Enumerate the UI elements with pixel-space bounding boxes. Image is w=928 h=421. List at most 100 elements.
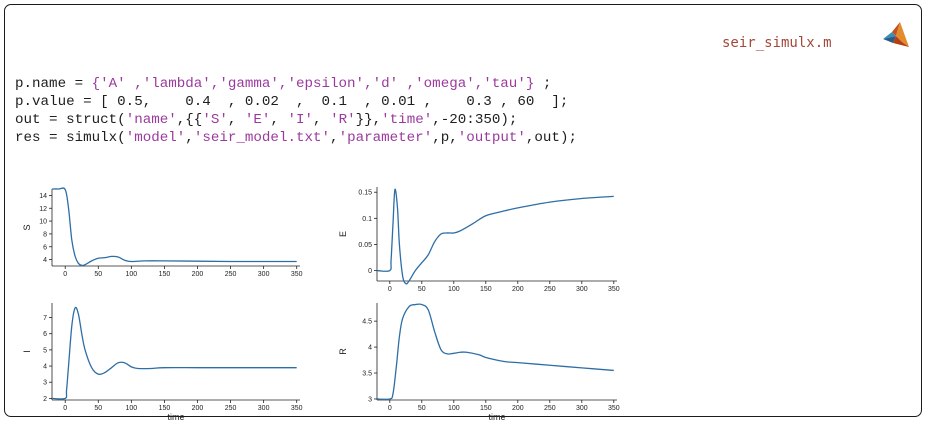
x-tick-label: 350 — [608, 286, 620, 293]
chart-s: 0 50 100 150 200 250 300 350 4 6 8 10 12 14 S — [22, 187, 303, 278]
x-tick-label: 0 — [388, 405, 392, 412]
x-axis-title: time — [488, 412, 505, 421]
x-tick-label: 350 — [291, 271, 303, 278]
code-line: p.name = {'A' ,'lambda','gamma','epsilon… — [15, 76, 551, 92]
series-line-R — [376, 303, 614, 400]
y-axis-title: S — [22, 224, 32, 230]
x-tick-label: 200 — [512, 405, 524, 412]
code-string: 'seir_model.txt' — [193, 130, 331, 146]
code-string: 'parameter' — [338, 130, 433, 146]
x-tick-label: 100 — [126, 271, 138, 278]
x-tick-label: 300 — [576, 286, 588, 293]
code-token: ,out); — [525, 130, 577, 146]
y-tick-label: 3 — [43, 380, 47, 387]
code-token: , — [313, 112, 331, 128]
code-string: 'name' — [125, 112, 177, 128]
y-tick-label: 2 — [43, 396, 47, 403]
y-axis-title: E — [338, 231, 348, 237]
y-tick-label: 0.05 — [358, 242, 372, 249]
code-token: }}, — [355, 112, 382, 128]
x-tick-label: 50 — [94, 405, 102, 412]
chart-e: 0 50 100 150 200 250 300 350 0 0.05 0.1 0.15 E — [338, 187, 620, 293]
x-tick-label: 250 — [225, 271, 237, 278]
x-tick-label: 100 — [126, 405, 138, 412]
y-tick-label: 4 — [43, 257, 47, 264]
y-tick-label: 8 — [43, 231, 47, 238]
x-tick-label: 350 — [291, 405, 303, 412]
x-tick-label: 50 — [94, 271, 102, 278]
code-string: 'time' — [381, 112, 433, 128]
code-string: 'E' — [244, 112, 271, 128]
code-token: , — [270, 112, 288, 128]
code-string: 'output' — [457, 130, 526, 146]
x-tick-label: 250 — [225, 405, 237, 412]
series-line-I — [51, 306, 297, 400]
y-axis-title: I — [22, 350, 32, 353]
y-tick-label: 3.5 — [362, 371, 372, 378]
code-token: ,-20:350); — [432, 112, 518, 128]
matlab-logo-icon — [883, 22, 909, 47]
code-example-panel: seir_simulx.m p.name = {'A' ,'lambda','g… — [4, 4, 922, 421]
y-tick-label: 6 — [43, 244, 47, 251]
x-tick-label: 300 — [258, 405, 270, 412]
y-axis-title: R — [338, 348, 348, 355]
x-tick-label: 0 — [63, 271, 67, 278]
y-tick-label: 10 — [39, 219, 47, 226]
x-tick-label: 350 — [608, 405, 620, 412]
y-tick-label: 3 — [368, 396, 372, 403]
code-token: , — [330, 130, 339, 146]
code-token: res = simulx( — [15, 130, 126, 146]
code-token: ; — [534, 76, 552, 92]
x-tick-label: 150 — [159, 271, 171, 278]
code-string: 'S' — [202, 112, 228, 128]
code-token: , — [185, 130, 194, 146]
x-tick-label: 150 — [480, 286, 492, 293]
x-tick-label: 150 — [480, 405, 492, 412]
y-tick-label: 0.15 — [358, 190, 372, 197]
y-tick-label: 6 — [43, 331, 47, 338]
y-tick-label: 12 — [39, 206, 47, 213]
y-tick-label: 5 — [43, 347, 47, 354]
x-tick-label: 200 — [512, 286, 524, 293]
x-tick-label: 0 — [63, 405, 67, 412]
y-tick-label: 4 — [368, 345, 372, 352]
x-tick-label: 50 — [418, 405, 426, 412]
code-token: ,{{ — [176, 112, 203, 128]
x-tick-label: 0 — [388, 286, 392, 293]
x-tick-label: 150 — [159, 405, 171, 412]
x-tick-label: 250 — [544, 405, 556, 412]
x-tick-label: 200 — [192, 271, 204, 278]
code-token: p.value = [ 0.5, 0.4 , 0.02 , 0.1 , 0.01… — [15, 94, 569, 110]
code-line: out = struct('name',{{'S', 'E', 'I', 'R'… — [15, 112, 517, 128]
code-string: {'A' ,'lambda','gamma','epsilon','d' ,'o… — [91, 76, 535, 92]
code-block: p.name = {'A' ,'lambda','gamma','epsilon… — [15, 75, 577, 147]
y-tick-label: 4.5 — [362, 319, 372, 326]
code-string: 'R' — [330, 112, 356, 128]
x-axis-title: time — [167, 412, 184, 421]
x-tick-label: 100 — [448, 286, 460, 293]
y-tick-label: 0.1 — [362, 216, 372, 223]
code-line: res = simulx('model','seir_model.txt','p… — [15, 130, 577, 146]
x-tick-label: 300 — [576, 405, 588, 412]
code-token: ,p, — [432, 130, 458, 146]
x-tick-label: 300 — [258, 271, 270, 278]
x-tick-label: 250 — [544, 286, 556, 293]
code-token: , — [227, 112, 245, 128]
y-tick-label: 4 — [43, 364, 47, 371]
file-name-label: seir_simulx.m — [722, 35, 832, 51]
series-line-E — [376, 188, 614, 285]
code-line: p.value = [ 0.5, 0.4 , 0.02 , 0.1 , 0.01… — [15, 94, 568, 110]
x-tick-label: 200 — [192, 405, 204, 412]
code-token: out = struct( — [15, 112, 126, 128]
code-token: p.name = — [15, 76, 92, 92]
y-tick-label: 14 — [39, 193, 47, 200]
code-string: 'I' — [287, 112, 314, 128]
code-string: 'model' — [125, 130, 186, 146]
x-tick-label: 100 — [448, 405, 460, 412]
y-tick-label: 0 — [368, 268, 372, 275]
series-line-S — [51, 187, 297, 267]
y-tick-label: 7 — [43, 315, 47, 322]
x-tick-label: 50 — [418, 286, 426, 293]
